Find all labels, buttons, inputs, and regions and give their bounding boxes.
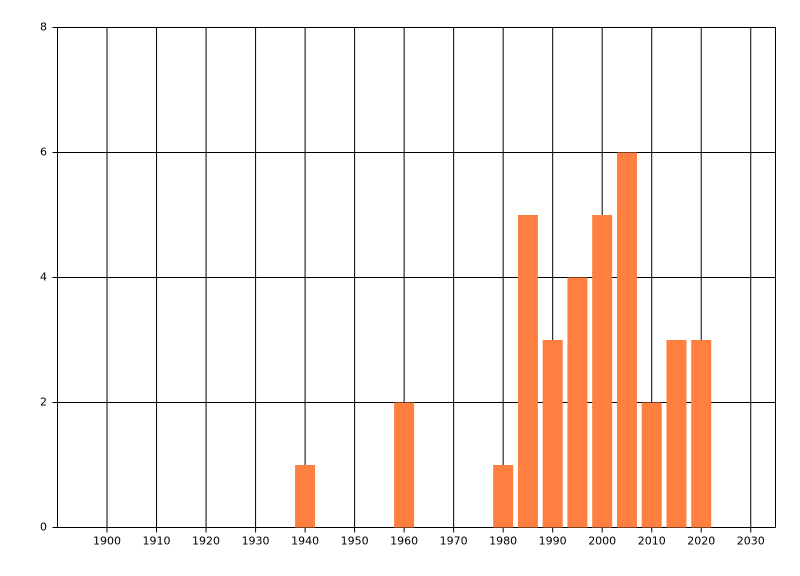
bar bbox=[567, 277, 588, 528]
bar bbox=[517, 215, 538, 528]
y-tick-label: 4 bbox=[40, 271, 47, 284]
x-tick-label: 1920 bbox=[192, 535, 220, 548]
x-tick-label: 2020 bbox=[687, 535, 715, 548]
x-tick-label: 1950 bbox=[341, 535, 369, 548]
x-tick-label: 1910 bbox=[143, 535, 171, 548]
x-tick-label: 1930 bbox=[242, 535, 270, 548]
bar bbox=[295, 465, 316, 528]
x-tick-label: 1970 bbox=[440, 535, 468, 548]
y-tick-label: 6 bbox=[40, 146, 47, 159]
bar bbox=[542, 340, 563, 528]
bar bbox=[592, 215, 613, 528]
bar bbox=[616, 152, 637, 528]
x-tick-label: 1900 bbox=[93, 535, 121, 548]
bar bbox=[666, 340, 687, 528]
x-tick-label: 1960 bbox=[390, 535, 418, 548]
x-tick-label: 2030 bbox=[737, 535, 765, 548]
bar bbox=[493, 465, 514, 528]
x-tick-label: 2010 bbox=[638, 535, 666, 548]
bar bbox=[691, 340, 712, 528]
y-tick-label: 8 bbox=[40, 21, 47, 34]
bar bbox=[394, 402, 415, 528]
bar bbox=[641, 402, 662, 528]
y-tick-label: 0 bbox=[40, 521, 47, 534]
x-tick-label: 1940 bbox=[291, 535, 319, 548]
y-tick-label: 2 bbox=[40, 396, 47, 409]
x-tick-label: 1990 bbox=[539, 535, 567, 548]
x-tick-label: 2000 bbox=[588, 535, 616, 548]
x-tick-label: 1980 bbox=[489, 535, 517, 548]
